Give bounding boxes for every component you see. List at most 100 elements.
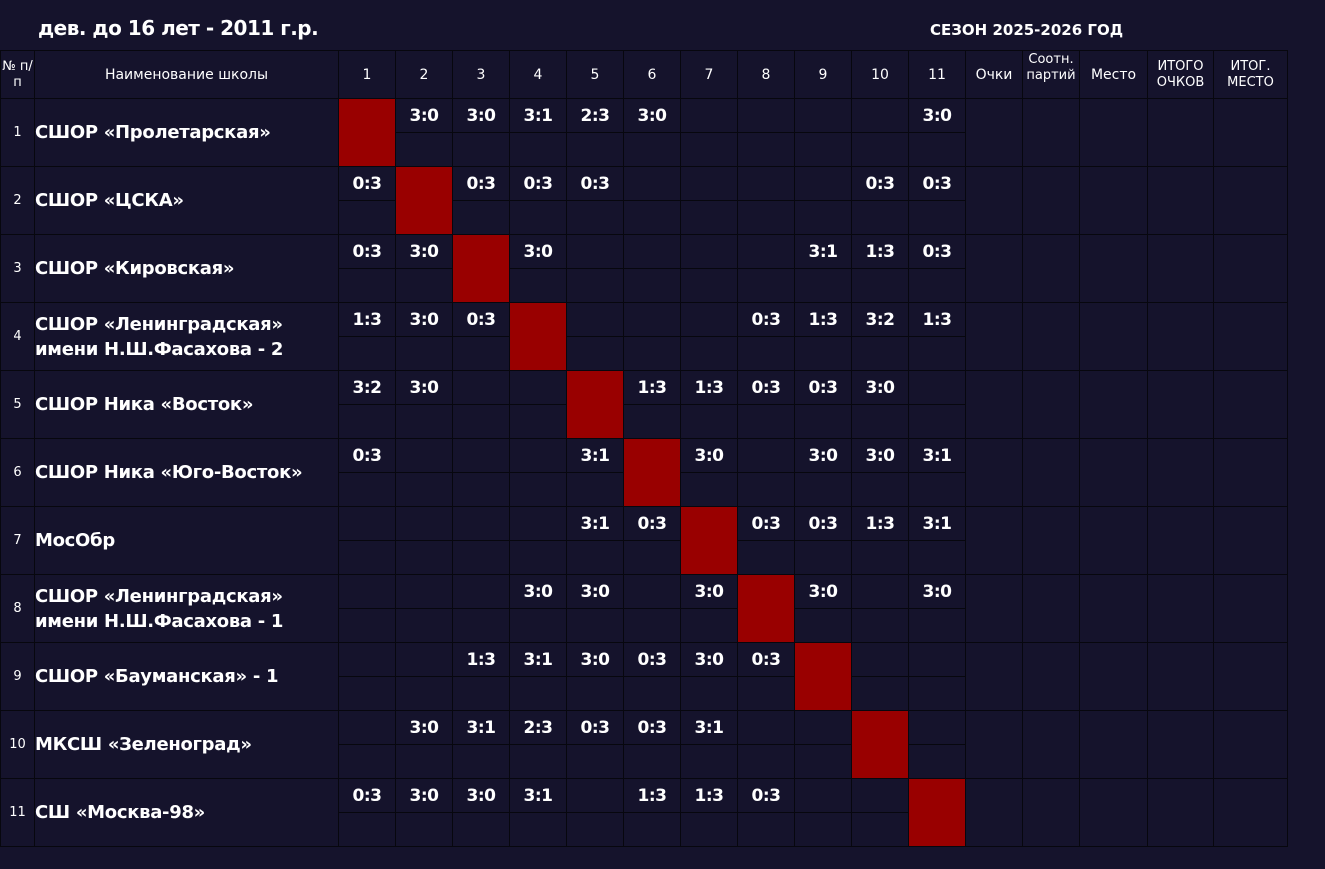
score-subcell [908, 676, 966, 711]
total-points-cell [1147, 642, 1214, 711]
row-number: 3 [0, 234, 35, 303]
score-subcell [338, 676, 396, 711]
total-place-cell [1213, 778, 1288, 847]
score-subcell [509, 200, 567, 235]
place-cell [1079, 642, 1148, 711]
score-cell: 0:3 [908, 234, 966, 269]
score-subcell [851, 132, 909, 167]
score-subcell [851, 268, 909, 303]
score-subcell [509, 608, 567, 643]
score-cell: 3:1 [452, 710, 510, 745]
score-subcell [794, 404, 852, 439]
score-cell [908, 370, 966, 405]
score-subcell [338, 608, 396, 643]
total-place-cell [1213, 234, 1288, 303]
score-cell: 3:1 [566, 438, 624, 473]
school-name-line: СШОР «Ленинградская» [35, 313, 283, 335]
score-cell [452, 438, 510, 473]
total-place-cell [1213, 506, 1288, 575]
score-cell [737, 98, 795, 133]
score-cell: 0:3 [452, 302, 510, 337]
points-cell [965, 98, 1023, 167]
school-name-line: СШОР «Бауманская» - 1 [35, 666, 279, 687]
score-subcell [452, 608, 510, 643]
total-points-cell [1147, 98, 1214, 167]
standings-table: № п/п Наименование школы 1 2 3 4 5 6 7 8 9 10 11 Оч… [0, 50, 1288, 847]
table-row-lower [1, 540, 1288, 575]
score-subcell [908, 268, 966, 303]
score-cell: 0:3 [737, 642, 795, 677]
school-name-line: СШОР Ника «Восток» [35, 394, 254, 415]
score-cell: 1:3 [623, 370, 681, 405]
ratio-cell [1022, 574, 1080, 643]
points-cell [965, 642, 1023, 711]
score-subcell [851, 200, 909, 235]
score-cell [395, 642, 453, 677]
place-cell [1079, 370, 1148, 439]
score-cell: 3:1 [908, 506, 966, 541]
score-subcell [851, 336, 909, 371]
header-col-3: 3 [452, 50, 510, 99]
score-subcell [509, 744, 567, 779]
score-subcell [908, 132, 966, 167]
total-place-cell [1213, 166, 1288, 235]
header-total-place: ИТОГ. МЕСТО [1213, 50, 1288, 99]
row-number: 5 [0, 370, 35, 439]
score-cell: 0:3 [737, 302, 795, 337]
score-subcell [908, 744, 966, 779]
score-subcell [509, 132, 567, 167]
score-subcell [737, 812, 795, 847]
total-points-cell [1147, 506, 1214, 575]
score-subcell [794, 336, 852, 371]
header-col-6: 6 [623, 50, 681, 99]
score-cell: 3:0 [908, 574, 966, 609]
diagonal-cell [452, 234, 510, 303]
score-subcell [566, 132, 624, 167]
score-cell: 3:0 [395, 234, 453, 269]
score-cell: 1:3 [338, 302, 396, 337]
header-row: № п/п Наименование школы 1 2 3 4 5 6 7 8 9 10 11 Оч… [0, 50, 1288, 99]
score-subcell [623, 200, 681, 235]
score-subcell [737, 472, 795, 507]
score-cell [908, 642, 966, 677]
total-place-cell [1213, 574, 1288, 643]
score-subcell [737, 132, 795, 167]
score-subcell [395, 608, 453, 643]
score-subcell [566, 268, 624, 303]
score-subcell [338, 540, 396, 575]
total-points-cell [1147, 370, 1214, 439]
score-cell [908, 710, 966, 745]
score-cell [338, 506, 396, 541]
table-row-lower [1, 132, 1288, 167]
header-col-11: 11 [908, 50, 966, 99]
total-points-cell [1147, 574, 1214, 643]
row-number: 1 [0, 98, 35, 167]
score-subcell [452, 676, 510, 711]
score-cell: 3:0 [794, 438, 852, 473]
score-subcell [566, 200, 624, 235]
score-cell: 3:0 [851, 438, 909, 473]
score-cell: 3:0 [395, 302, 453, 337]
table-row: 7 МосОбр 3:1 0:3 0:3 0:3 1:3 3:1 [0, 506, 1288, 575]
total-points-cell [1147, 234, 1214, 303]
score-cell: 3:1 [509, 642, 567, 677]
total-place-cell [1213, 370, 1288, 439]
score-cell [737, 166, 795, 201]
score-cell: 1:3 [851, 506, 909, 541]
points-cell [965, 302, 1023, 371]
score-subcell [851, 540, 909, 575]
score-cell: 3:0 [680, 438, 738, 473]
score-subcell [680, 608, 738, 643]
score-cell: 0:3 [338, 234, 396, 269]
school-name: СШ «Москва-98» [34, 778, 339, 847]
diagonal-cell [338, 98, 396, 167]
school-name: СШОР «Бауманская» - 1 [34, 642, 339, 711]
page-title: дев. до 16 лет - 2011 г.р. [38, 16, 319, 40]
school-name-line: имени Н.Ш.Фасахова - 1 [35, 610, 284, 632]
place-cell [1079, 98, 1148, 167]
total-place-cell [1213, 642, 1288, 711]
score-cell [338, 574, 396, 609]
score-subcell [395, 540, 453, 575]
score-subcell [680, 336, 738, 371]
score-subcell [680, 812, 738, 847]
